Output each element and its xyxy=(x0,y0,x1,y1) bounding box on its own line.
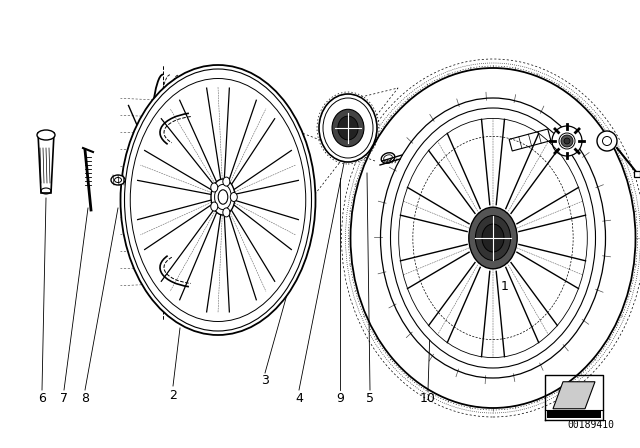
Ellipse shape xyxy=(468,207,517,269)
Ellipse shape xyxy=(338,116,358,140)
Text: 6: 6 xyxy=(38,392,46,405)
Text: 9: 9 xyxy=(336,392,344,405)
Text: 10: 10 xyxy=(420,392,436,405)
Ellipse shape xyxy=(476,215,511,260)
Text: 5: 5 xyxy=(366,392,374,405)
Ellipse shape xyxy=(319,94,377,162)
Polygon shape xyxy=(38,133,54,193)
Ellipse shape xyxy=(561,135,573,147)
Ellipse shape xyxy=(211,202,218,211)
Text: 8: 8 xyxy=(81,392,89,405)
Ellipse shape xyxy=(597,131,617,151)
Text: 7: 7 xyxy=(60,392,68,405)
Ellipse shape xyxy=(230,193,237,202)
Ellipse shape xyxy=(111,175,125,185)
Text: 00189410: 00189410 xyxy=(567,420,614,430)
Ellipse shape xyxy=(381,153,395,163)
Text: 4: 4 xyxy=(295,392,303,405)
Ellipse shape xyxy=(223,208,230,217)
Ellipse shape xyxy=(564,138,570,144)
Ellipse shape xyxy=(37,130,55,140)
Polygon shape xyxy=(634,171,640,177)
Ellipse shape xyxy=(223,177,230,186)
Ellipse shape xyxy=(211,183,218,192)
Ellipse shape xyxy=(351,68,636,408)
Ellipse shape xyxy=(120,65,316,335)
Ellipse shape xyxy=(390,108,595,368)
Polygon shape xyxy=(553,382,595,409)
Ellipse shape xyxy=(552,126,582,156)
Bar xyxy=(547,410,601,418)
Ellipse shape xyxy=(332,109,364,146)
Text: 3: 3 xyxy=(261,374,269,387)
Text: 1: 1 xyxy=(501,280,509,293)
Ellipse shape xyxy=(482,224,504,252)
Ellipse shape xyxy=(211,179,235,215)
Text: 2: 2 xyxy=(169,388,177,401)
Polygon shape xyxy=(509,129,551,151)
